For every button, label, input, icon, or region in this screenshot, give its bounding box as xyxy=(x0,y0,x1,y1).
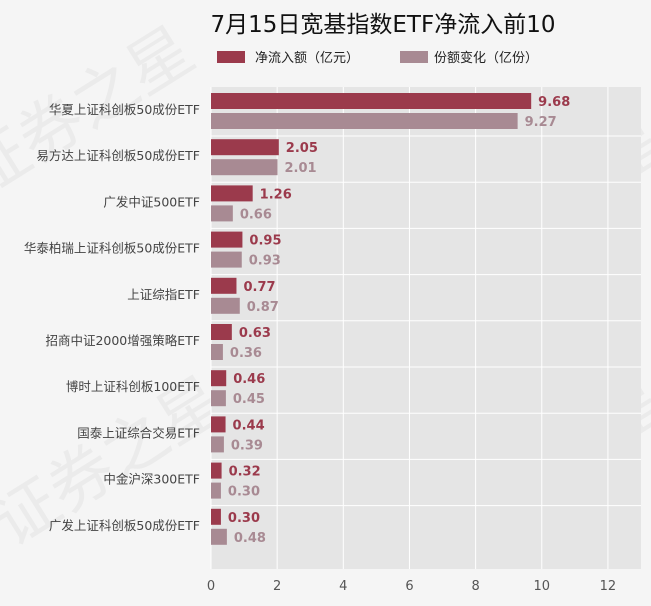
legend-label: 份额变化（亿份） xyxy=(434,50,538,66)
bar-share-change xyxy=(211,482,221,499)
data-label: 0.46 xyxy=(233,372,265,387)
value-labels: 9.68 9.27 2.05 2.01 1.26 0.66 0.95 0.93 0.77 0.87… xyxy=(228,95,570,546)
bar-share-change xyxy=(211,205,233,222)
category-label: 华夏上证科创板50成份ETF xyxy=(49,102,200,117)
bar-share-change xyxy=(211,113,518,129)
bar-net-inflow xyxy=(211,231,243,248)
category-label: 广发上证科创板50成份ETF xyxy=(49,518,200,533)
category-label: 上证综指ETF xyxy=(127,287,200,302)
x-axis-ticks: 0 2 4 6 8 10 12 xyxy=(207,579,616,594)
data-label: 0.36 xyxy=(230,346,262,361)
data-label: 1.26 xyxy=(260,187,292,202)
x-tick-label: 2 xyxy=(273,579,281,594)
bar-share-change xyxy=(211,436,224,453)
category-label: 华泰柏瑞上证科创板50成份ETF xyxy=(24,241,200,256)
data-label: 0.63 xyxy=(239,326,271,341)
data-label: 0.30 xyxy=(228,485,260,500)
bar-net-inflow xyxy=(211,139,279,156)
category-label: 博时上证科创板100ETF xyxy=(66,379,200,394)
bar-net-inflow xyxy=(211,462,222,479)
data-label: 0.48 xyxy=(234,531,266,546)
data-label: 2.01 xyxy=(284,161,316,176)
legend-swatch xyxy=(400,51,428,63)
x-tick-label: 4 xyxy=(339,579,347,594)
category-label: 招商中证2000增强策略ETF xyxy=(45,333,200,348)
x-tick-label: 12 xyxy=(600,579,617,594)
legend: 净流入额（亿元） 份额变化（亿份） xyxy=(217,50,538,66)
bar-share-change xyxy=(211,344,223,360)
bar-net-inflow xyxy=(211,324,232,340)
bar-net-inflow xyxy=(211,93,532,109)
bar-share-change xyxy=(211,159,278,176)
legend-label: 净流入额（亿元） xyxy=(255,51,359,66)
bar-net-inflow xyxy=(211,416,226,433)
data-label: 0.93 xyxy=(249,254,281,269)
data-label: 0.44 xyxy=(233,418,265,433)
bar-net-inflow xyxy=(211,508,221,525)
data-label: 0.30 xyxy=(228,511,260,526)
category-labels: 华夏上证科创板50成份ETF 易方达上证科创板50成份ETF 广发中证500ETF 华… xyxy=(24,102,200,533)
data-label: 0.87 xyxy=(247,300,279,315)
x-tick-label: 8 xyxy=(471,579,479,594)
data-label: 9.68 xyxy=(538,95,570,110)
data-label: 9.27 xyxy=(525,115,557,130)
plot-area xyxy=(211,87,641,569)
bar-net-inflow xyxy=(211,277,237,294)
bars xyxy=(211,93,532,545)
data-label: 0.32 xyxy=(229,465,261,480)
bar-share-change xyxy=(211,297,240,314)
bar-share-change xyxy=(211,528,227,545)
category-label: 广发中证500ETF xyxy=(103,194,200,209)
data-label: 0.39 xyxy=(231,438,263,453)
bar-share-change xyxy=(211,251,242,268)
bar-net-inflow xyxy=(211,185,253,202)
legend-swatch xyxy=(217,51,245,63)
bar-share-change xyxy=(211,390,226,407)
data-label: 2.05 xyxy=(286,141,318,156)
data-label: 0.95 xyxy=(249,234,281,249)
category-label: 易方达上证科创板50成份ETF xyxy=(36,148,200,163)
x-tick-label: 0 xyxy=(207,579,215,594)
data-label: 0.77 xyxy=(243,280,275,295)
category-label: 国泰上证综合交易ETF xyxy=(77,425,200,440)
x-tick-label: 6 xyxy=(405,579,413,594)
data-label: 0.45 xyxy=(233,392,265,407)
chart-title: 7月15日宽基指数ETF净流入前10 xyxy=(211,12,556,38)
data-label: 0.66 xyxy=(240,207,272,222)
bar-net-inflow xyxy=(211,370,227,387)
category-label: 中金沪深300ETF xyxy=(103,472,200,487)
x-tick-label: 10 xyxy=(533,579,550,594)
